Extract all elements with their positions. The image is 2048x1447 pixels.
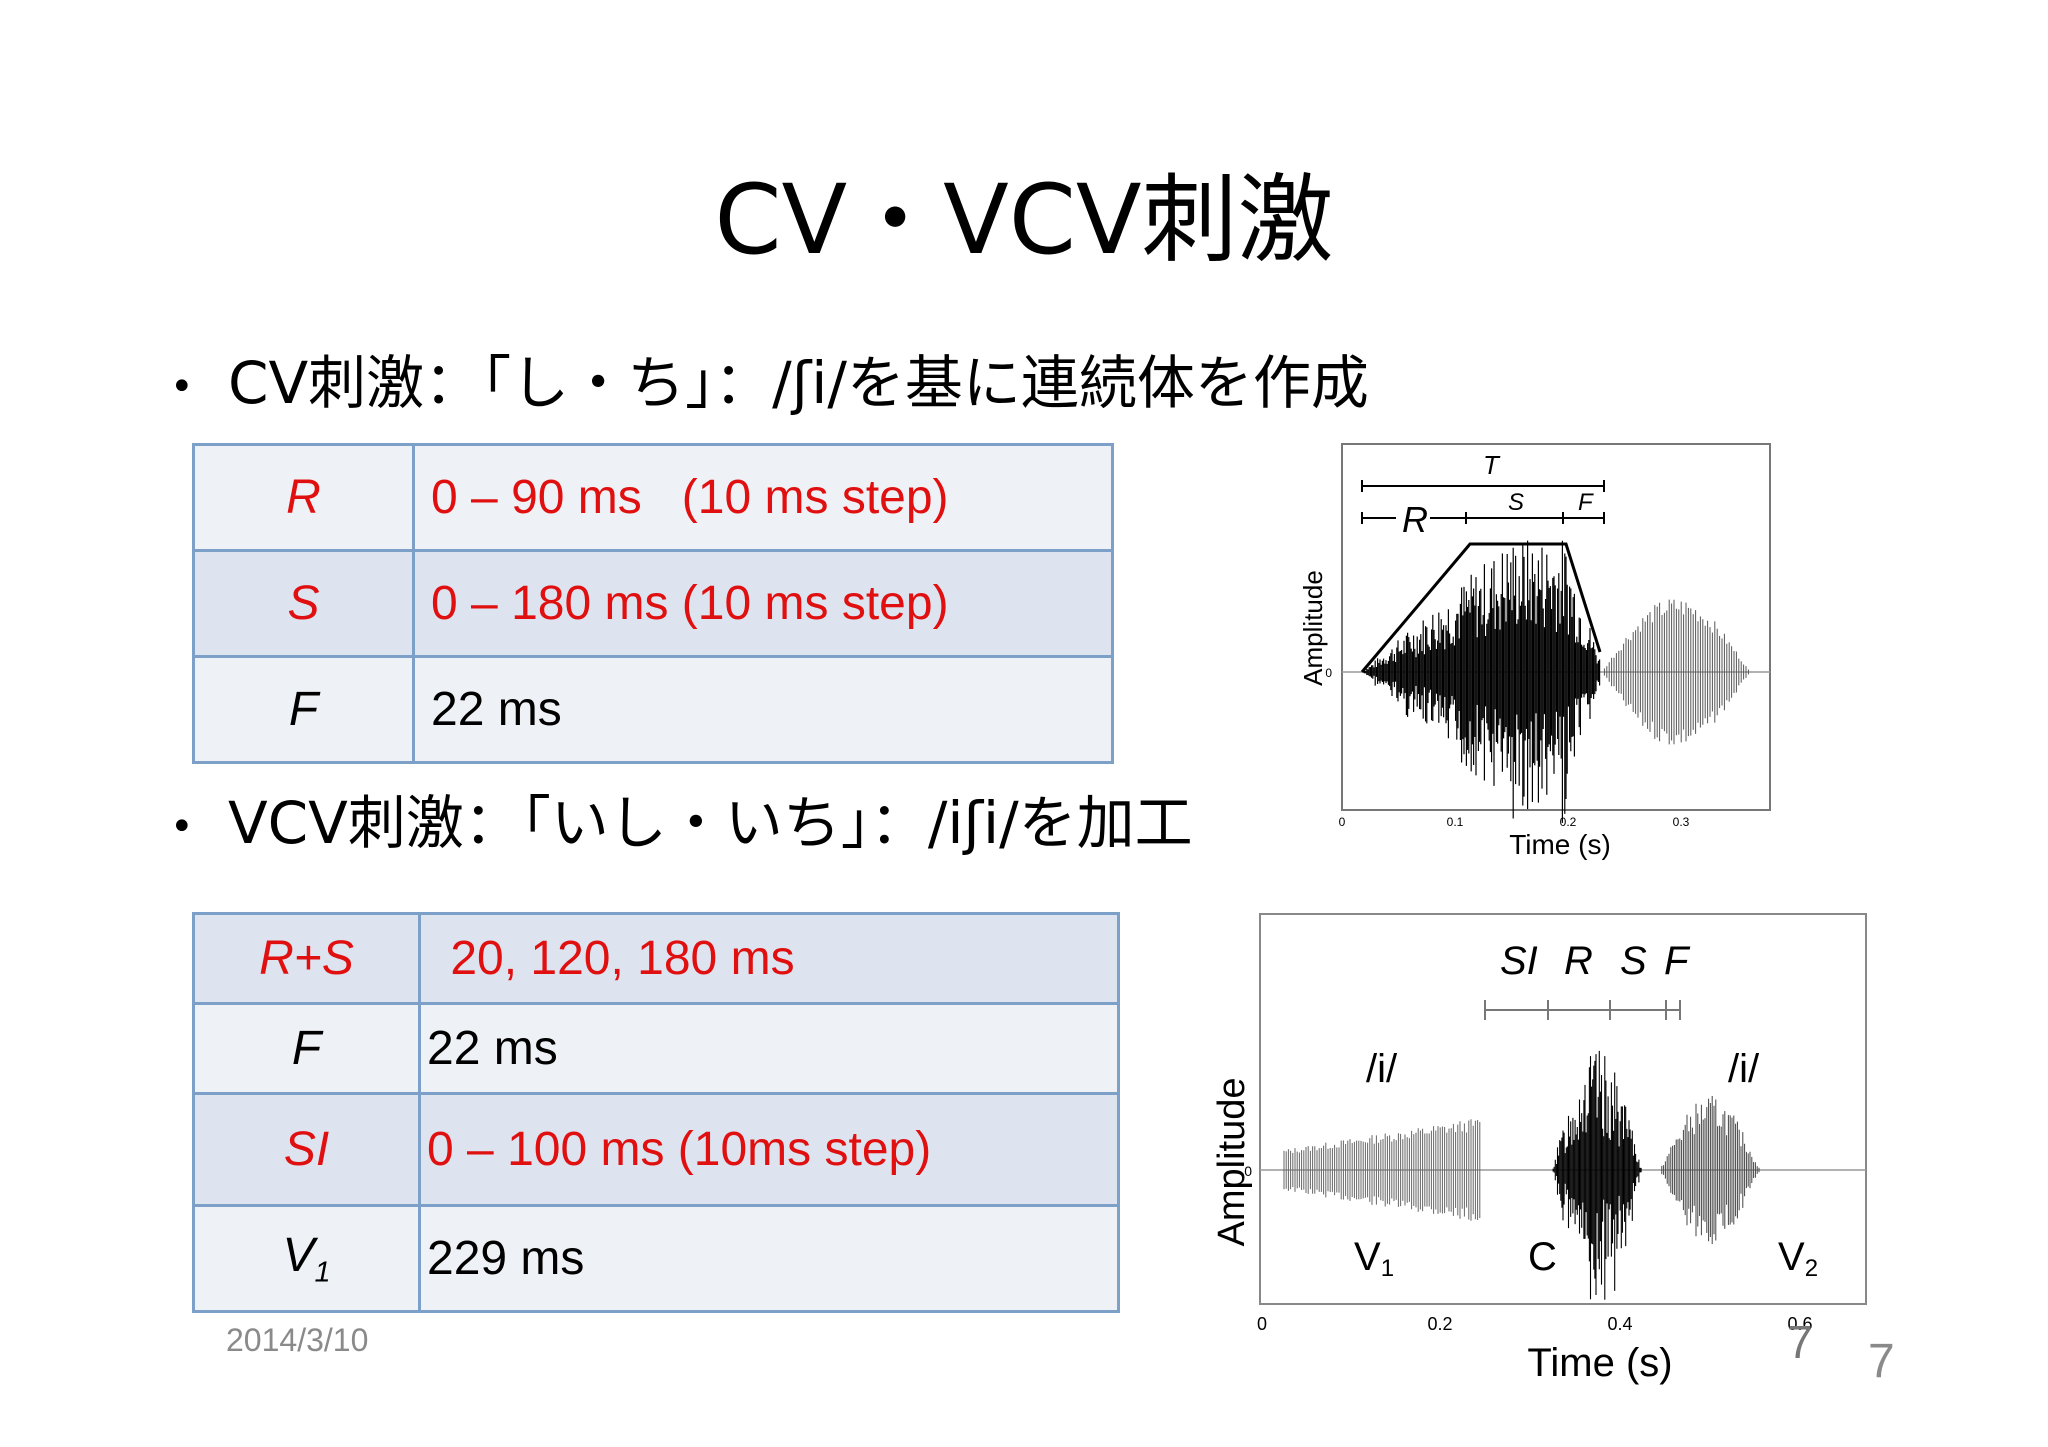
vcv-xlabel: Time (s) bbox=[1527, 1341, 1672, 1385]
vcv-label-s: S bbox=[1620, 939, 1647, 983]
vcv-xtick: 0.2 bbox=[1427, 1314, 1452, 1334]
vcv-key-rs: R+S bbox=[192, 912, 421, 1005]
cv-xlabel: Time (s) bbox=[1509, 829, 1611, 860]
vcv-label-f: F bbox=[1664, 939, 1691, 983]
cv-envelope bbox=[1360, 542, 1602, 673]
vcv-plot-frame bbox=[1259, 913, 1867, 1305]
table-row: SI 0 – 100 ms (10ms step) bbox=[192, 1092, 1120, 1207]
vcv-label-r: R bbox=[1564, 939, 1593, 983]
bullet-vcv-text: VCV刺激：「いし・いち」：/iʃi/を加工 bbox=[228, 789, 1193, 857]
cv-y-zero: 0 bbox=[1325, 666, 1332, 680]
vcv-waveform-figure: SI R S F /i/ /i/ V1 C V2 0 Amplitude 0 0… bbox=[1211, 913, 1867, 1385]
vcv-key-v1: V1 bbox=[192, 1204, 421, 1313]
vcv-vowel-label: /i/ bbox=[1366, 1047, 1398, 1091]
table-row: F 22 ms bbox=[192, 1002, 1120, 1095]
table-row: R 0 – 90 ms (10 ms step) bbox=[192, 443, 1114, 552]
vcv-v2-main: V bbox=[1778, 1235, 1805, 1279]
cv-xtick: 0.3 bbox=[1673, 815, 1690, 829]
vcv-xtick: 0 bbox=[1257, 1314, 1267, 1334]
bullet-cv: • CV刺激：「し・ち」：/ʃi/を基に連続体を作成 bbox=[170, 348, 1369, 422]
footer-date: 2014/3/10 bbox=[226, 1322, 369, 1358]
cv-label-t: T bbox=[1483, 450, 1501, 480]
vcv-value-rs: 20, 120, 180 ms bbox=[418, 912, 1120, 1005]
vcv-xtick: 0.4 bbox=[1607, 1314, 1632, 1334]
slide-title: CV・VCV刺激 bbox=[714, 164, 1334, 276]
vcv-c-label: C bbox=[1528, 1235, 1557, 1279]
cv-key-f: F bbox=[192, 655, 415, 764]
cv-value-s: 0 – 180 ms (10 ms step) bbox=[412, 549, 1114, 658]
table-row: R+S 20, 120, 180 ms bbox=[192, 912, 1120, 1005]
vcv-table: R+S 20, 120, 180 ms F 22 ms SI 0 – 100 m… bbox=[192, 912, 1120, 1313]
table-row: F 22 ms bbox=[192, 655, 1114, 764]
cv-xtick: 0.2 bbox=[1560, 815, 1577, 829]
vcv-label-si: SI bbox=[1500, 939, 1538, 983]
cv-plot-frame bbox=[1341, 443, 1771, 811]
bullet-vcv: • VCV刺激：「いし・いち」：/iʃi/を加工 bbox=[170, 788, 1193, 862]
vcv-y-zero: 0 bbox=[1244, 1163, 1252, 1179]
page-number: 7 bbox=[1868, 1335, 1895, 1388]
bullet-marker: • bbox=[170, 803, 194, 850]
vcv-value-si: 0 – 100 ms (10ms step) bbox=[418, 1092, 1120, 1207]
bullet-marker: • bbox=[170, 363, 194, 410]
cv-waveform bbox=[1362, 540, 1749, 823]
vcv-overlay-number: 7 bbox=[1787, 1316, 1813, 1368]
vcv-key-v1-main: V bbox=[282, 1228, 315, 1282]
vcv-v1-label: V1 bbox=[1354, 1235, 1394, 1282]
cv-value-f: 22 ms bbox=[412, 655, 1114, 764]
table-row: S 0 – 180 ms (10 ms step) bbox=[192, 549, 1114, 658]
vcv-xtick: 0.6 bbox=[1787, 1314, 1812, 1334]
vcv-v1-sub: 1 bbox=[1381, 1255, 1394, 1282]
vcv-key-f: F bbox=[192, 1002, 421, 1095]
cv-label-s: S bbox=[1508, 489, 1524, 516]
cv-value-r: 0 – 90 ms (10 ms step) bbox=[412, 443, 1114, 552]
vcv-v2-sub: 2 bbox=[1805, 1255, 1818, 1282]
bullet-cv-text: CV刺激：「し・ち」：/ʃi/を基に連続体を作成 bbox=[228, 349, 1369, 417]
cv-xtick: 0.1 bbox=[1447, 815, 1464, 829]
cv-label-r: R bbox=[1402, 499, 1428, 540]
cv-label-f: F bbox=[1578, 489, 1594, 516]
vcv-key-v1-sub: 1 bbox=[314, 1256, 331, 1289]
cv-ylabel: Amplitude bbox=[1298, 570, 1328, 686]
vcv-value-v1: 229 ms bbox=[418, 1204, 1120, 1313]
vcv-ylabel: Amplitude bbox=[1211, 1078, 1253, 1247]
table-row: V1 229 ms bbox=[192, 1204, 1120, 1313]
cv-key-r: R bbox=[192, 443, 415, 552]
vcv-waveform bbox=[1283, 1050, 1760, 1300]
cv-waveform-figure: T R S F 0 Amplitude 0 0.1 0.2 0.3 Time (… bbox=[1298, 443, 1771, 860]
vcv-value-f: 22 ms bbox=[418, 1002, 1120, 1095]
vcv-v2-label: V2 bbox=[1778, 1235, 1818, 1282]
vcv-key-si: SI bbox=[192, 1092, 421, 1207]
cv-table: R 0 – 90 ms (10 ms step) S 0 – 180 ms (1… bbox=[192, 443, 1114, 764]
cv-xtick: 0 bbox=[1339, 815, 1346, 829]
vcv-v1-main: V bbox=[1354, 1235, 1381, 1279]
cv-key-s: S bbox=[192, 549, 415, 658]
vcv-vowel-label: /i/ bbox=[1728, 1047, 1760, 1091]
